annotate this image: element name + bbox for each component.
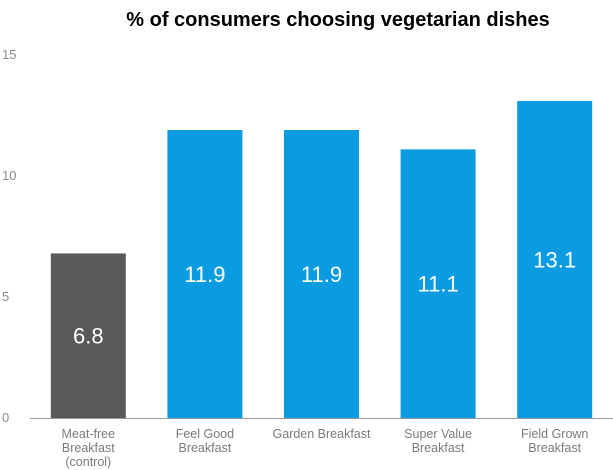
x-tick-label: Super Value Breakfast <box>404 427 472 455</box>
data-label: 11.9 <box>301 262 342 287</box>
x-tick-label-line: Feel Good <box>176 427 234 441</box>
data-label: 11.9 <box>184 262 225 287</box>
bar <box>50 253 126 418</box>
y-tick-label: 0 <box>2 410 9 425</box>
chart-title: % of consumers choosing vegetarian dishe… <box>126 9 549 31</box>
y-tick-label: 5 <box>2 289 9 304</box>
x-tick-label-line: (control) <box>65 455 111 469</box>
bar <box>284 130 359 418</box>
x-tick-label-line: Breakfast <box>528 441 581 455</box>
x-tick-label-line: Super Value <box>404 427 472 441</box>
x-tick-label: Meat-free Breakfast (control) <box>62 427 116 469</box>
data-label: 13.1 <box>533 247 576 272</box>
y-tick-label: 10 <box>2 168 16 183</box>
x-tick-label-line: Breakfast <box>62 441 115 455</box>
x-tick-label-line: Field Grown <box>521 427 588 441</box>
x-tick-label: Garden Breakfast <box>273 427 371 441</box>
data-label: 6.8 <box>73 324 104 349</box>
data-label: 11.1 <box>418 272 459 297</box>
x-tick-label-line: Breakfast <box>412 441 465 455</box>
bar <box>517 100 593 418</box>
x-tick-label-line: Meat-free <box>62 427 116 441</box>
x-tick-label-line: Breakfast <box>178 441 231 455</box>
x-axis-ticks: Meat-free Breakfast (control)Feel Good Brea… <box>62 427 589 469</box>
bar <box>400 149 476 418</box>
data-labels: 6.8 11.9 11.9 11.1 13.1 <box>73 247 576 348</box>
bars <box>50 100 593 418</box>
bar <box>167 130 243 418</box>
y-tick-label: 15 <box>2 47 16 62</box>
x-tick-label: Feel Good Breakfast <box>176 427 234 455</box>
y-axis-ticks: 0 5 10 15 <box>2 47 16 425</box>
x-tick-label-line: Garden Breakfast <box>273 427 371 441</box>
x-tick-label: Field Grown Breakfast <box>521 427 588 455</box>
